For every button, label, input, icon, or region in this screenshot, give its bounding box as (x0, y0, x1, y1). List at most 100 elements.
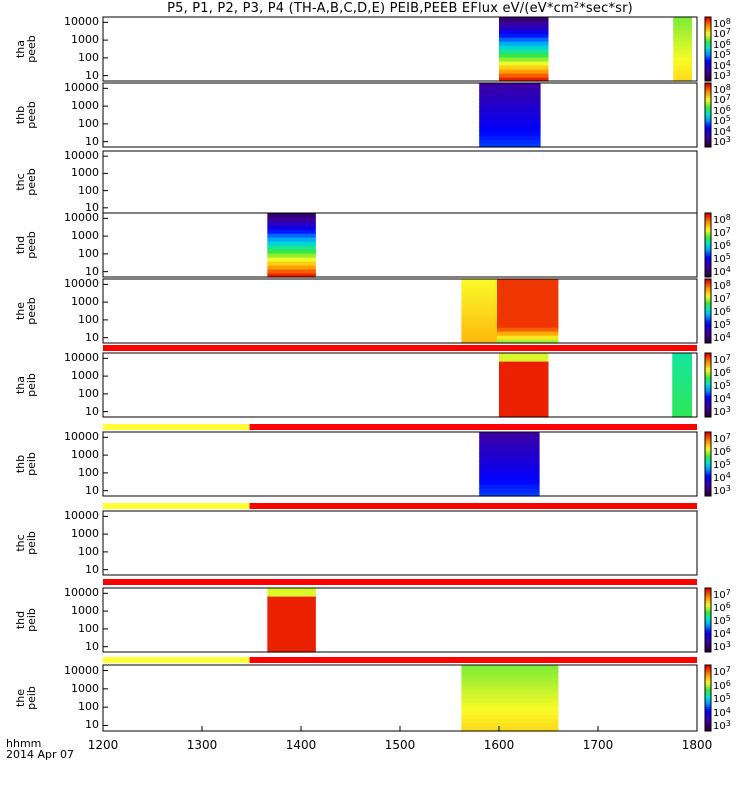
the-peib-colorbar-step (705, 713, 711, 717)
thd-peeb-block-0-row (267, 257, 316, 262)
the-peeb-colorbar-step (705, 317, 711, 321)
tha-peeb-block-1-row (673, 53, 693, 58)
tha-peib-colorbar-step (705, 365, 711, 369)
thd-peeb-colorbar-step (705, 242, 711, 246)
tha-peeb-block-0-row (499, 29, 549, 34)
the-peeb-colorbar-step (705, 298, 711, 301)
thd-peib-frame (102, 587, 698, 653)
thb-peeb-block-0-row (479, 107, 541, 112)
the-peeb-block-0-row (461, 295, 498, 300)
thd-peeb-colorbar-step (705, 240, 711, 244)
thc-peeb-ytick-label: 1000 (71, 166, 99, 180)
the-peib-block-0-row (461, 677, 559, 683)
the-peib-block-0-row (461, 669, 559, 674)
flag-bar-4-segment-0 (103, 657, 250, 663)
thb-peeb-colorbar-step (705, 112, 711, 116)
thc-peib-ylabel: thc peib (14, 513, 38, 573)
thd-peeb-colorbar-step (705, 238, 711, 242)
tha-peib-colorbar-step (705, 393, 711, 397)
tha-peib-colorbar-step (705, 387, 711, 390)
thb-peib-block-0-row (479, 444, 540, 449)
ylabel-line2: peib (25, 686, 38, 710)
the-peeb-colorbar-step (705, 291, 711, 295)
tha-peeb-block-0-row (499, 73, 549, 78)
thd-peib-colorbar-step (705, 615, 711, 619)
thd-peeb-ylabel: thd peeb (14, 215, 38, 275)
thd-peeb-ytick-label: 10000 (64, 211, 99, 225)
thd-peib-colorbar-step (705, 630, 711, 634)
the-peib-colorbar-step (705, 706, 711, 710)
tha-peib-block-1-row (672, 405, 693, 410)
thb-peeb-colorbar-tick: 104 (713, 124, 731, 138)
thb-peib-colorbar-step (705, 489, 711, 493)
tha-peeb-block-1-row (673, 61, 693, 66)
tha-peeb-colorbar-step (705, 61, 711, 65)
tha-peeb-block-0-row (499, 45, 549, 50)
tha-peeb-block-0-row (499, 25, 549, 30)
thb-peeb-block-0-row (479, 127, 541, 132)
tha-peeb-ytick-label: 1000 (71, 33, 99, 47)
thb-peib-colorbar-step (705, 446, 711, 450)
thb-peeb-colorbar-step (705, 89, 711, 93)
tha-peeb-colorbar-step (705, 46, 711, 50)
tha-peeb-colorbar-tick: 104 (713, 58, 731, 72)
thd-peib-colorbar-step (705, 590, 711, 593)
thd-peib-block-0-row (267, 648, 316, 653)
the-peeb-ylabel: the peeb (14, 281, 38, 341)
thc-peib-ytick-label: 10 (85, 562, 99, 576)
tha-peib-block-1-row (672, 377, 693, 382)
the-peib-colorbar-step (705, 691, 711, 695)
thd-peib-colorbar-tick: 103 (713, 640, 731, 653)
tha-peeb-colorbar-step (705, 70, 711, 73)
thb-peeb-colorbar-tick: 107 (713, 93, 731, 107)
the-peib-block-0-row (461, 706, 559, 711)
thd-peeb-colorbar-step (705, 264, 711, 267)
tha-peib-block-0-row (499, 377, 549, 382)
thd-peeb-colorbar-tick: 106 (713, 239, 731, 252)
thd-peeb-colorbar-tick: 104 (713, 265, 731, 278)
thb-peib-colorbar-step (705, 466, 711, 469)
thb-peeb-colorbar-step (705, 104, 711, 107)
the-peeb-block-0-row (461, 311, 498, 316)
tha-peib-colorbar-step (705, 408, 711, 412)
tha-peeb-colorbar-step (705, 72, 711, 76)
the-peib-block-0-row (461, 689, 559, 695)
thd-peeb-colorbar-tick: 108 (713, 213, 731, 226)
thd-peeb-colorbar-step (705, 259, 711, 263)
thd-peeb-colorbar-step (705, 270, 711, 274)
the-peib-colorbar-tick: 105 (713, 692, 731, 705)
thd-peib-colorbar-step (705, 617, 711, 621)
tha-peeb-block-1-row (673, 33, 693, 38)
the-peib-colorbar-step (705, 711, 711, 714)
tha-peeb-colorbar-step (705, 57, 711, 61)
tha-peib-block-0-row (499, 385, 549, 390)
tha-peeb-block-1-row (673, 21, 693, 26)
thd-peeb-block-0-row (267, 253, 316, 258)
thb-peeb-ytick-label: 10 (85, 134, 99, 148)
tha-peib-colorbar-step (705, 353, 711, 356)
thb-peib-colorbar-step (705, 453, 711, 456)
thd-peib-block-0-row (267, 604, 316, 609)
tha-peeb-block-1-row (673, 41, 693, 46)
tha-peeb-colorbar-step (705, 53, 711, 56)
thd-peib-colorbar-step (705, 624, 711, 627)
thd-peeb-block-0-row (267, 221, 316, 226)
the-peib-colorbar-step (705, 693, 711, 697)
tha-peib-block-1-row (672, 393, 693, 398)
the-peib-colorbar-tick: 104 (713, 705, 731, 719)
thd-peib-colorbar-tick: 106 (713, 601, 731, 614)
thb-peeb-colorbar-step (705, 138, 711, 142)
thd-peeb-ytick-label: 10 (85, 264, 99, 278)
thd-peib-colorbar-step (705, 594, 711, 598)
the-peib-colorbar-step (705, 665, 711, 668)
tha-peib-colorbar-step (705, 406, 711, 409)
tha-peib-block-1-row (672, 357, 693, 362)
tha-peib-block-0-row (499, 393, 549, 398)
thb-peeb-ytick-label: 1000 (71, 99, 99, 113)
thb-peib-colorbar-step (705, 459, 711, 463)
thd-peib-colorbar-frame (704, 587, 712, 653)
thd-peib-block-0-row (267, 600, 316, 605)
thb-peib-colorbar-tick: 107 (713, 432, 731, 445)
thb-peeb-colorbar-step (705, 134, 711, 137)
